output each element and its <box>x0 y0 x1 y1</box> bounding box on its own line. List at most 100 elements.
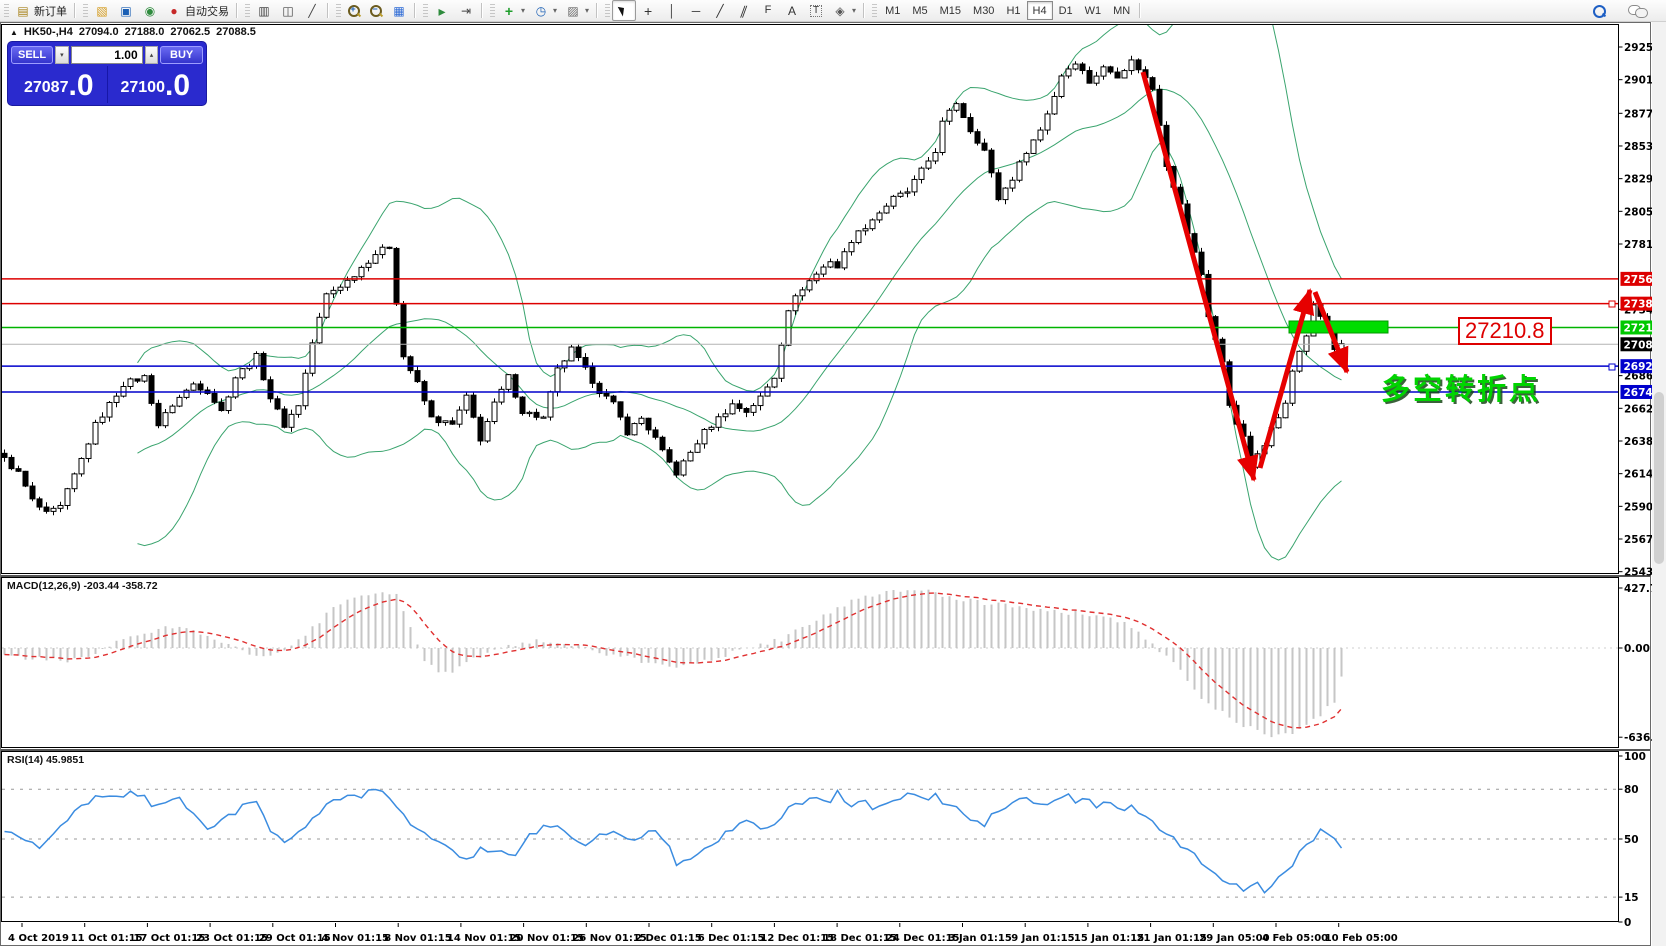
toolbar-grip <box>336 3 341 18</box>
periods-button[interactable]: ▾ <box>529 0 561 21</box>
toolbar-grip <box>490 3 495 18</box>
crosshair-tool[interactable] <box>636 0 660 21</box>
timeframe-h1-button[interactable]: H1 <box>1006 4 1021 17</box>
trade-panel-controls: SELL BUY <box>11 44 203 65</box>
chart-play-icon <box>434 3 450 18</box>
timeframe-m30-button[interactable]: M30 <box>973 4 995 17</box>
time-axis-label: 4 Feb 05:00 <box>1262 933 1328 944</box>
time-axis-label: 24 Dec 01:15 <box>886 933 960 944</box>
time-axis-label: 20 Nov 01:15 <box>510 933 585 944</box>
indicator-icon <box>501 3 517 18</box>
trendline-tool[interactable] <box>708 0 732 21</box>
vertical-line-tool[interactable] <box>660 0 684 21</box>
timeframe-m15-button[interactable]: M15 <box>939 4 962 17</box>
text-tool[interactable] <box>780 0 804 21</box>
autotrading-button[interactable]: 自动交易 <box>162 0 233 21</box>
signal-icon <box>142 3 158 18</box>
search-icon <box>1592 4 1606 18</box>
toolbar-buttons: 新订单 自动交易 + − ▾ ▾ ▾ ▾ M1 M5 M15 M30 H1 H4 D1 W1 MN <box>0 0 1588 21</box>
chart-window[interactable]: 29254.029016.028771.028533.028295.028057… <box>0 22 1666 946</box>
axis-price-label: 100 <box>1624 751 1646 763</box>
scrollbar-thumb[interactable] <box>1654 392 1664 564</box>
time-axis-label: 3 Jan 01:15 <box>949 933 1012 944</box>
chevron-down-icon: ▾ <box>521 6 526 15</box>
chart-expander-icon[interactable]: ▲ <box>10 27 18 37</box>
sell-price-pips: .0 <box>68 69 94 102</box>
axis-price-label: 0 <box>1624 917 1631 929</box>
text-label-tool[interactable] <box>804 0 828 21</box>
fibonacci-tool[interactable] <box>756 0 780 21</box>
toolbar-separator <box>863 3 866 18</box>
timeframe-w1-button[interactable]: W1 <box>1084 4 1102 17</box>
shapes-icon <box>832 3 848 18</box>
zoom-in-icon: + <box>347 4 361 18</box>
new-order-button[interactable]: 新订单 <box>11 0 71 21</box>
tile-windows-button[interactable] <box>387 0 411 21</box>
chart-shift-button[interactable] <box>454 0 478 21</box>
templates-button[interactable]: ▾ <box>561 0 593 21</box>
timeframe-m1-button[interactable]: M1 <box>885 4 901 17</box>
crosshair-icon <box>640 3 656 18</box>
zoom-out-icon: − <box>369 4 383 18</box>
navigator-button[interactable] <box>138 0 162 21</box>
time-axis-label: 23 Oct 01:15 <box>196 933 268 944</box>
charts-profile-button[interactable] <box>90 0 114 21</box>
search-button[interactable] <box>1588 0 1610 21</box>
buy-price-pips: .0 <box>164 69 191 102</box>
template-icon <box>565 3 581 18</box>
buy-button[interactable]: BUY <box>160 45 203 64</box>
toolbar-grip <box>423 3 428 18</box>
new-order-button-label: 新订单 <box>34 5 67 18</box>
cursor-tool[interactable] <box>612 0 637 21</box>
arrows-tool[interactable]: ▾ <box>828 0 860 21</box>
vertical-scrollbar[interactable] <box>1652 22 1666 946</box>
chat-button[interactable] <box>1624 0 1652 21</box>
volume-increase-button[interactable] <box>144 45 159 64</box>
channel-icon <box>736 3 752 18</box>
channel-tool[interactable] <box>732 0 756 21</box>
clock-icon <box>533 3 549 18</box>
time-axis-label: 14 Nov 01:15 <box>447 933 522 944</box>
turning-point-annotation[interactable]: 多空转折点 <box>1381 374 1542 406</box>
line-chart-button[interactable] <box>300 0 324 21</box>
timeframe-mn-button[interactable]: MN <box>1113 4 1131 17</box>
timeframe-m5-button[interactable]: M5 <box>912 4 928 17</box>
sell-price-main: 27087 <box>23 79 69 96</box>
candles-icon <box>280 3 296 18</box>
candlestick-chart-button[interactable] <box>276 0 300 21</box>
time-axis-label: 10 Feb 05:00 <box>1325 933 1398 944</box>
toolbar-right-icons <box>1588 0 1666 21</box>
price-callout-box[interactable]: 27210.8 <box>1458 317 1552 345</box>
ohlc-close: 27088.5 <box>216 26 256 38</box>
toolbar-grip <box>4 3 9 18</box>
sell-button[interactable]: SELL <box>11 45 53 64</box>
horizontal-line-tool[interactable] <box>684 0 708 21</box>
toolbar-separator <box>327 3 329 18</box>
line-icon <box>304 3 320 18</box>
autotrade-icon <box>166 3 182 18</box>
auto-scroll-button[interactable] <box>430 0 454 21</box>
timeframe-d1-button[interactable]: D1 <box>1058 4 1073 17</box>
bar-chart-button[interactable] <box>252 0 276 21</box>
indicators-button[interactable]: ▾ <box>497 0 529 21</box>
textlabel-icon <box>808 3 824 18</box>
one-click-trading-panel: SELL BUY 27087 .0 27100 .0 <box>8 42 206 105</box>
symbol-ohlc-bar: ▲ HK50-,H4 27094.0 27188.0 27062.5 27088… <box>10 26 256 38</box>
time-axis-label: 21 Jan 01:15 <box>1137 933 1207 944</box>
monitor-icon <box>118 3 134 18</box>
time-axis-label: 2 Dec 01:15 <box>635 933 702 944</box>
toolbar-separator <box>74 3 76 18</box>
volume-decrease-button[interactable] <box>55 45 69 64</box>
zoom-out-button[interactable]: − <box>365 0 387 21</box>
market-watch-button[interactable] <box>114 0 138 21</box>
buy-price[interactable]: 27100 .0 <box>108 66 204 103</box>
zoom-in-button[interactable]: + <box>343 0 365 21</box>
sell-price[interactable]: 27087 .0 <box>11 66 108 103</box>
timeframe-h4-button[interactable]: H4 <box>1026 1 1053 20</box>
time-axis-label: 11 Oct 01:15 <box>71 933 143 944</box>
axis-price-label: 0.00 <box>1624 643 1650 655</box>
zoom-in-glyph: + <box>350 3 356 14</box>
chart-shift-icon <box>458 3 474 18</box>
volume-input[interactable] <box>70 45 143 64</box>
